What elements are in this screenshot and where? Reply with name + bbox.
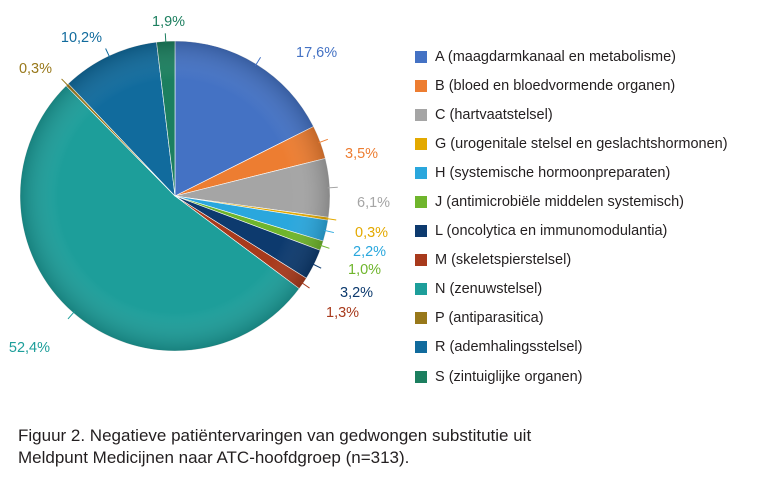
legend-label: B (bloed en bloedvormende organen) bbox=[435, 77, 676, 94]
leader-line-g bbox=[326, 218, 337, 221]
legend-swatch bbox=[415, 196, 427, 209]
leader-line-a bbox=[254, 57, 262, 67]
data-label-h: 2,2% bbox=[353, 244, 386, 260]
leader-line-s bbox=[164, 33, 167, 44]
legend: A (maagdarmkanaal en metabolisme) B (bloe… bbox=[415, 42, 728, 391]
legend-label: N (zenuwstelsel) bbox=[435, 281, 543, 298]
data-label-b: 3,5% bbox=[345, 146, 378, 162]
data-label-m: 1,3% bbox=[326, 305, 359, 321]
legend-item-a: A (maagdarmkanaal en metabolisme) bbox=[415, 42, 728, 71]
data-label-p: 0,3% bbox=[19, 61, 52, 77]
leader-line-p bbox=[61, 78, 69, 87]
legend-item-n: N (zenuwstelsel) bbox=[415, 275, 728, 304]
legend-label: H (systemische hormoonpreparaten) bbox=[435, 164, 671, 181]
legend-item-l: L (oncolytica en immunomodulantia) bbox=[415, 217, 728, 246]
legend-label: G (urogenitale stelsel en geslachtshormo… bbox=[435, 135, 728, 152]
legend-item-g: G (urogenitale stelsel en geslachtshormo… bbox=[415, 129, 728, 158]
legend-item-j: J (antimicrobiële middelen systemisch) bbox=[415, 187, 728, 216]
legend-item-m: M (skeletspierstelsel) bbox=[415, 246, 728, 275]
leader-line-m bbox=[300, 281, 310, 289]
legend-swatch bbox=[415, 50, 427, 63]
legend-label: M (skeletspierstelsel) bbox=[435, 252, 572, 269]
legend-item-r: R (ademhalingsstelsel) bbox=[415, 333, 728, 362]
caption-line-1: Figuur 2. Negatieve patiëntervaringen va… bbox=[18, 426, 532, 445]
leader-line-r bbox=[105, 48, 111, 58]
legend-item-b: B (bloed en bloedvormende organen) bbox=[415, 71, 728, 100]
legend-label: R (ademhalingsstelsel) bbox=[435, 339, 583, 356]
legend-swatch bbox=[415, 312, 427, 325]
legend-swatch bbox=[415, 225, 427, 238]
legend-swatch bbox=[415, 370, 427, 383]
data-label-j: 1,0% bbox=[348, 262, 381, 278]
legend-label: C (hartvaatstelsel) bbox=[435, 106, 553, 123]
leader-line-h bbox=[323, 229, 334, 234]
leader-line-j bbox=[319, 244, 330, 249]
legend-label: J (antimicrobiële middelen systemisch) bbox=[435, 194, 684, 211]
legend-item-p: P (antiparasitica) bbox=[415, 304, 728, 333]
leader-line-c bbox=[327, 186, 338, 189]
legend-swatch bbox=[415, 108, 427, 121]
data-label-c: 6,1% bbox=[357, 195, 390, 211]
leader-line-l bbox=[311, 263, 322, 269]
figure-caption: Figuur 2. Negatieve patiëntervaringen va… bbox=[18, 425, 758, 469]
legend-swatch bbox=[415, 254, 427, 267]
legend-item-h: H (systemische hormoonpreparaten) bbox=[415, 158, 728, 187]
legend-item-s: S (zintuiglijke organen) bbox=[415, 362, 728, 391]
data-label-a: 17,6% bbox=[296, 45, 337, 61]
data-label-s: 1,9% bbox=[152, 14, 185, 30]
leader-line-n bbox=[67, 311, 75, 320]
legend-label: P (antiparasitica) bbox=[435, 310, 544, 327]
legend-swatch bbox=[415, 137, 427, 150]
data-label-r: 10,2% bbox=[61, 30, 102, 46]
data-label-l: 3,2% bbox=[340, 285, 373, 301]
legend-label: L (oncolytica en immunomodulantia) bbox=[435, 223, 668, 240]
data-label-g: 0,3% bbox=[355, 225, 388, 241]
caption-line-2: Meldpunt Medicijnen naar ATC-hoofdgroep … bbox=[18, 448, 410, 467]
legend-swatch bbox=[415, 341, 427, 354]
legend-label: S (zintuiglijke organen) bbox=[435, 368, 583, 385]
legend-item-c: C (hartvaatstelsel) bbox=[415, 100, 728, 129]
pie-chart: 17,6% 3,5% 6,1% 0,3% 2,2% 1,0% 3,2% 1,3% 52,4% 0,… bbox=[9, 14, 390, 356]
leader-line-b bbox=[318, 138, 329, 144]
legend-swatch bbox=[415, 79, 427, 92]
data-label-n: 52,4% bbox=[9, 340, 50, 356]
legend-swatch bbox=[415, 283, 427, 296]
legend-label: A (maagdarmkanaal en metabolisme) bbox=[435, 48, 676, 65]
legend-swatch bbox=[415, 166, 427, 179]
